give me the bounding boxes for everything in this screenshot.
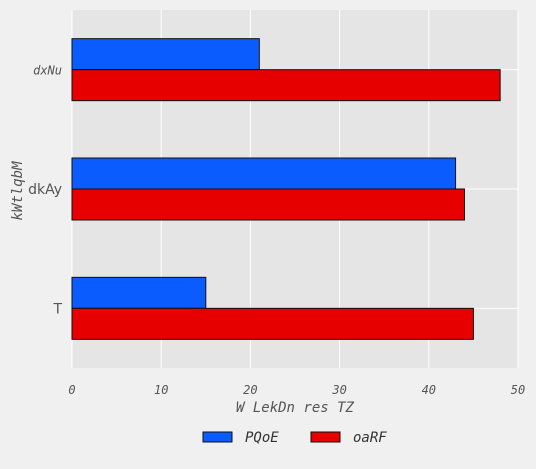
x-tick-label-10: 10 bbox=[154, 383, 168, 397]
bar-PQoE-dkAy bbox=[71, 157, 457, 190]
legend-label-oaRF: oaRF bbox=[353, 430, 387, 446]
bar-oaRF-T bbox=[71, 307, 474, 340]
bar-oaRF-dkAy bbox=[71, 188, 465, 221]
x-tick-label-30: 30 bbox=[331, 383, 346, 397]
x-axis-ticks: 0 10 20 30 40 50 bbox=[68, 383, 525, 397]
bar-PQoE-dxNu bbox=[71, 38, 260, 71]
y-tick-label-dkAy: dkAy bbox=[28, 182, 62, 198]
x-axis-label: W LekDn res TZ bbox=[236, 400, 355, 416]
y-tick-label-dxNu: dxNu bbox=[33, 64, 62, 78]
x-tick-label-0: 0 bbox=[68, 383, 75, 397]
legend-swatch-PQoE bbox=[202, 431, 233, 443]
y-tick-label-T: T bbox=[52, 301, 62, 317]
x-tick-label-50: 50 bbox=[511, 383, 525, 397]
bars bbox=[71, 38, 501, 340]
bar-PQoE-T bbox=[71, 276, 207, 309]
y-axis-label: kWtlqbM bbox=[10, 161, 26, 221]
bar-oaRF-dxNu bbox=[71, 69, 501, 102]
legend: PQoE oaRF bbox=[202, 430, 387, 446]
legend-label-PQoE: PQoE bbox=[245, 430, 279, 446]
x-tick-label-40: 40 bbox=[422, 383, 436, 397]
x-tick-label-20: 20 bbox=[243, 383, 257, 397]
y-axis-ticks: dxNu dkAy T bbox=[28, 64, 62, 318]
legend-swatch-oaRF bbox=[310, 431, 341, 443]
